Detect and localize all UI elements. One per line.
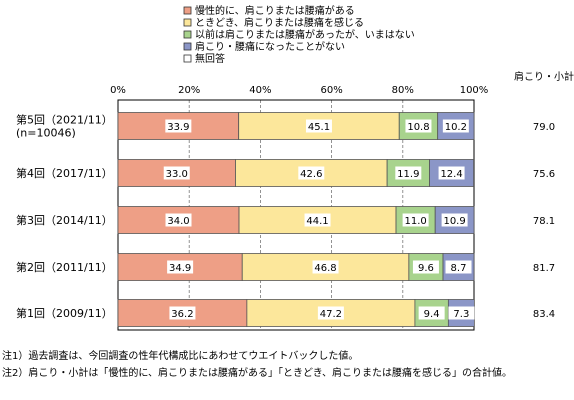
subtotal-header: 肩こり・小計 — [514, 70, 574, 83]
legend-label: 無回答 — [195, 52, 225, 65]
x-tick-label: 80% — [392, 85, 414, 96]
data-label-box — [312, 260, 339, 274]
data-label: 9.4 — [424, 309, 440, 320]
data-label-box — [163, 166, 190, 180]
legend-label: 慢性的に、肩こりまたは腰痛がある — [195, 4, 355, 17]
data-label: 34.0 — [167, 216, 189, 227]
data-label: 7.3 — [453, 309, 469, 320]
data-label-box — [298, 166, 325, 180]
subtotal-value: 75.6 — [533, 169, 555, 180]
category-label: 第3回（2014/11） — [16, 213, 113, 227]
subtotal-value: 83.4 — [533, 309, 555, 320]
legend-swatch — [183, 18, 192, 27]
data-label-box — [442, 119, 469, 133]
legend-swatch — [183, 30, 192, 39]
subtotal-value: 81.7 — [533, 263, 555, 274]
category-label: 第2回（2011/11） — [16, 260, 113, 274]
data-label-box — [317, 306, 344, 320]
data-label-box — [305, 119, 332, 133]
data-label-box — [445, 260, 472, 274]
data-label: 11.9 — [397, 169, 419, 180]
data-label-box — [441, 213, 468, 227]
category-label: 第1回（2009/11） — [16, 306, 113, 320]
footnote-1: 注1）過去調査は、今回調査の性年代構成比にあわせてウエイトバックした値。 — [2, 351, 359, 362]
data-label-box — [169, 306, 196, 320]
data-label-box — [448, 306, 475, 320]
legend-label: ときどき、肩こりまたは腰痛を感じる — [195, 16, 364, 29]
subtotal-value: 78.1 — [533, 216, 555, 227]
x-tick-label: 40% — [249, 85, 271, 96]
data-label: 42.6 — [300, 169, 322, 180]
data-label: 36.2 — [171, 309, 193, 320]
data-label-box — [304, 213, 331, 227]
data-label-box — [412, 260, 439, 274]
legend-label: 以前は肩こりまたは腰痛があったが、いまはない — [195, 28, 415, 41]
category-label: (n=10046) — [16, 127, 76, 140]
data-label: 10.2 — [445, 122, 467, 133]
legend-swatch — [183, 42, 192, 51]
data-label: 10.8 — [407, 122, 429, 133]
data-label: 44.1 — [306, 216, 328, 227]
data-label: 47.2 — [320, 309, 342, 320]
data-label: 33.0 — [166, 169, 188, 180]
legend-swatch — [183, 6, 192, 15]
legend-label: 肩こり・腰痛になったことがない — [195, 40, 345, 53]
data-label: 12.4 — [440, 169, 462, 180]
footnote-2: 注2）肩こり・小計は「慢性的に、肩こりまたは腰痛がある」「ときどき、肩こりまたは… — [2, 368, 513, 379]
x-tick-label: 0% — [110, 85, 126, 96]
x-tick-label: 100% — [460, 85, 489, 96]
data-label-box — [165, 213, 192, 227]
x-tick-label: 20% — [178, 85, 200, 96]
data-label: 10.9 — [443, 216, 465, 227]
data-label: 33.9 — [167, 122, 189, 133]
data-label-box — [395, 166, 422, 180]
x-tick-label: 60% — [320, 85, 342, 96]
category-label: 第5回（2021/11） — [16, 113, 113, 127]
category-label: 第4回（2017/11） — [16, 166, 113, 180]
data-label: 9.6 — [418, 263, 434, 274]
data-label-box — [438, 166, 465, 180]
data-label: 34.9 — [169, 263, 191, 274]
data-label-box — [167, 260, 194, 274]
footnotes: 注1）過去調査は、今回調査の性年代構成比にあわせてウエイトバックした値。 注2）… — [2, 348, 512, 382]
data-label-box — [418, 306, 445, 320]
data-label: 11.0 — [404, 216, 426, 227]
data-label: 8.7 — [451, 263, 467, 274]
legend-swatch — [183, 54, 192, 63]
subtotal-value: 79.0 — [533, 122, 555, 133]
data-label: 45.1 — [308, 122, 330, 133]
data-label-box — [405, 119, 432, 133]
data-label: 46.8 — [314, 263, 336, 274]
data-label-box — [402, 213, 429, 227]
data-label-box — [165, 119, 192, 133]
